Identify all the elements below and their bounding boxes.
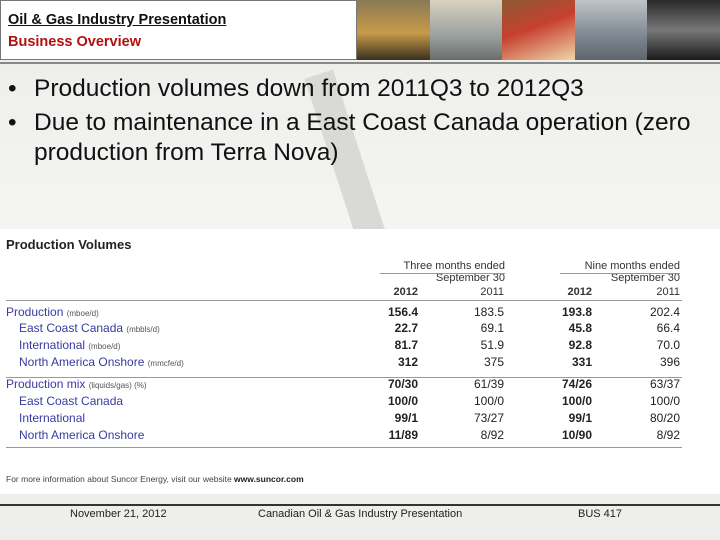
row-label: East Coast Canada bbox=[19, 394, 123, 408]
row-label: International (mboe/d) bbox=[19, 338, 120, 352]
footer-divider bbox=[0, 504, 720, 506]
table-bottom-rule bbox=[6, 447, 682, 448]
table-cell: 73/27 bbox=[473, 411, 504, 425]
table-cell: 10/90 bbox=[561, 428, 592, 442]
table-row: East Coast Canada (mbbls/d) 22.7 69.1 45.8 6… bbox=[0, 321, 720, 338]
row-label: North America Onshore (mmcfe/d) bbox=[19, 355, 184, 369]
table-cell: 100/0 bbox=[387, 394, 418, 408]
table-cell: 45.8 bbox=[568, 321, 592, 335]
table-row: North America Onshore (mmcfe/d) 312 375 331… bbox=[0, 355, 720, 372]
table-cell: 74/26 bbox=[561, 377, 592, 391]
row-label: International bbox=[19, 411, 85, 425]
table-row: East Coast Canada 100/0 100/0 100/0 100/0 bbox=[0, 394, 720, 411]
row-unit: (mboe/d) bbox=[66, 309, 99, 318]
table-footnote: For more information about Suncor Energy… bbox=[6, 474, 304, 484]
title-box: Oil & Gas Industry Presentation Business… bbox=[0, 0, 357, 60]
table-cell: 100/0 bbox=[473, 394, 504, 408]
table-cell: 396 bbox=[659, 355, 680, 369]
table-cell: 100/0 bbox=[649, 394, 680, 408]
header-rule bbox=[380, 273, 505, 274]
year-header: 2011 bbox=[656, 286, 680, 298]
table-cell: 80/20 bbox=[649, 411, 680, 425]
table-cell: 66.4 bbox=[656, 321, 680, 335]
section-rule bbox=[6, 377, 682, 378]
row-label-text: North America Onshore bbox=[19, 428, 145, 442]
worker-photo bbox=[502, 0, 575, 60]
photo-banner bbox=[357, 0, 720, 60]
table-cell: 70.0 bbox=[656, 338, 680, 352]
table-cell: 63/37 bbox=[649, 377, 680, 391]
table-cell: 69.1 bbox=[480, 321, 504, 335]
table-cell: 99/1 bbox=[568, 411, 592, 425]
bullet-text: Production volumes down from 2011Q3 to 2… bbox=[34, 75, 584, 102]
table-cell: 202.4 bbox=[649, 305, 680, 319]
header-divider bbox=[0, 62, 720, 64]
table-cell: 99/1 bbox=[394, 411, 418, 425]
bullet-item: • Due to maintenance in a East Coast Can… bbox=[8, 108, 718, 168]
table-cell: 61/39 bbox=[473, 377, 504, 391]
header-bottom-rule bbox=[6, 300, 682, 301]
footnote-text: For more information about Suncor Energy… bbox=[6, 474, 232, 484]
table-cell: 8/92 bbox=[480, 428, 504, 442]
row-label-text: North America Onshore bbox=[19, 355, 145, 369]
pipes-photo bbox=[574, 0, 648, 60]
table-cell: 70/30 bbox=[387, 377, 418, 391]
table-cell: 183.5 bbox=[473, 305, 504, 319]
table-row: International 99/1 73/27 99/1 80/20 bbox=[0, 411, 720, 428]
bullet-dot-icon: • bbox=[8, 109, 17, 136]
header-three-months: Three months ended September 30 bbox=[403, 260, 505, 284]
table-cell: 81.7 bbox=[394, 338, 418, 352]
header-rule bbox=[560, 273, 680, 274]
footer-course: BUS 417 bbox=[578, 508, 623, 520]
table-cell: 156.4 bbox=[387, 305, 418, 319]
row-label-text: Production bbox=[6, 305, 64, 319]
year-header: 2012 bbox=[567, 286, 592, 298]
slide-title: Oil & Gas Industry Presentation bbox=[8, 12, 227, 28]
row-label: North America Onshore bbox=[19, 428, 144, 442]
table-cell: 22.7 bbox=[394, 321, 418, 335]
table-cell: 11/89 bbox=[388, 428, 418, 442]
table-cell: 375 bbox=[483, 355, 504, 369]
oil-rig-sunset-photo bbox=[357, 0, 430, 60]
row-label-text: Production mix bbox=[6, 377, 86, 391]
row-label-text: International bbox=[19, 411, 86, 425]
refinery-photo bbox=[429, 0, 503, 60]
table-cell: 92.8 bbox=[568, 338, 592, 352]
footer-title: Canadian Oil & Gas Industry Presentation bbox=[258, 508, 463, 520]
table-cell: 312 bbox=[397, 355, 418, 369]
website-link[interactable]: www.suncor.com bbox=[234, 474, 304, 484]
row-label-text: East Coast Canada bbox=[19, 394, 124, 408]
footer-date: November 21, 2012 bbox=[70, 508, 167, 520]
table-title: Production Volumes bbox=[6, 237, 132, 252]
row-unit: (mboe/d) bbox=[88, 342, 121, 351]
table-row: Production mix (liquids/gas) (%) 70/30 61/… bbox=[0, 377, 720, 394]
table-cell: 100/0 bbox=[561, 394, 592, 408]
table-cell: 51.9 bbox=[480, 338, 504, 352]
row-label: Production (mboe/d) bbox=[6, 305, 99, 319]
bullet-text: Due to maintenance in a East Coast Canad… bbox=[34, 109, 691, 166]
table-cell: 8/92 bbox=[656, 428, 680, 442]
table-row: Production (mboe/d) 156.4 183.5 193.8 202.4 bbox=[0, 305, 720, 322]
year-header: 2011 bbox=[480, 286, 504, 298]
table-cell: 331 bbox=[571, 355, 592, 369]
table-row: North America Onshore 11/89 8/92 10/90 8/92 bbox=[0, 428, 720, 445]
bullet-list: • Production volumes down from 2011Q3 to… bbox=[8, 74, 718, 172]
bullet-dot-icon: • bbox=[8, 75, 17, 102]
row-unit: (mmcfe/d) bbox=[147, 359, 184, 368]
bullet-item: • Production volumes down from 2011Q3 to… bbox=[8, 74, 718, 104]
slide-subtitle: Business Overview bbox=[8, 34, 141, 50]
row-label: Production mix (liquids/gas) (%) bbox=[6, 377, 147, 391]
row-unit: (liquids/gas) (%) bbox=[88, 381, 147, 390]
production-volumes-table: Production Volumes Three months ended Se… bbox=[0, 229, 720, 494]
row-unit: (mbbls/d) bbox=[126, 325, 160, 334]
fuel-nozzle-photo bbox=[647, 0, 720, 60]
table-row: International (mboe/d) 81.7 51.9 92.8 70.0 bbox=[0, 338, 720, 355]
header-nine-months: Nine months ended September 30 bbox=[584, 260, 680, 284]
row-label-text: East Coast Canada bbox=[19, 321, 124, 335]
row-label-text: International bbox=[19, 338, 86, 352]
row-label: East Coast Canada (mbbls/d) bbox=[19, 321, 160, 335]
table-cell: 193.8 bbox=[561, 305, 592, 319]
year-header: 2012 bbox=[393, 286, 418, 298]
